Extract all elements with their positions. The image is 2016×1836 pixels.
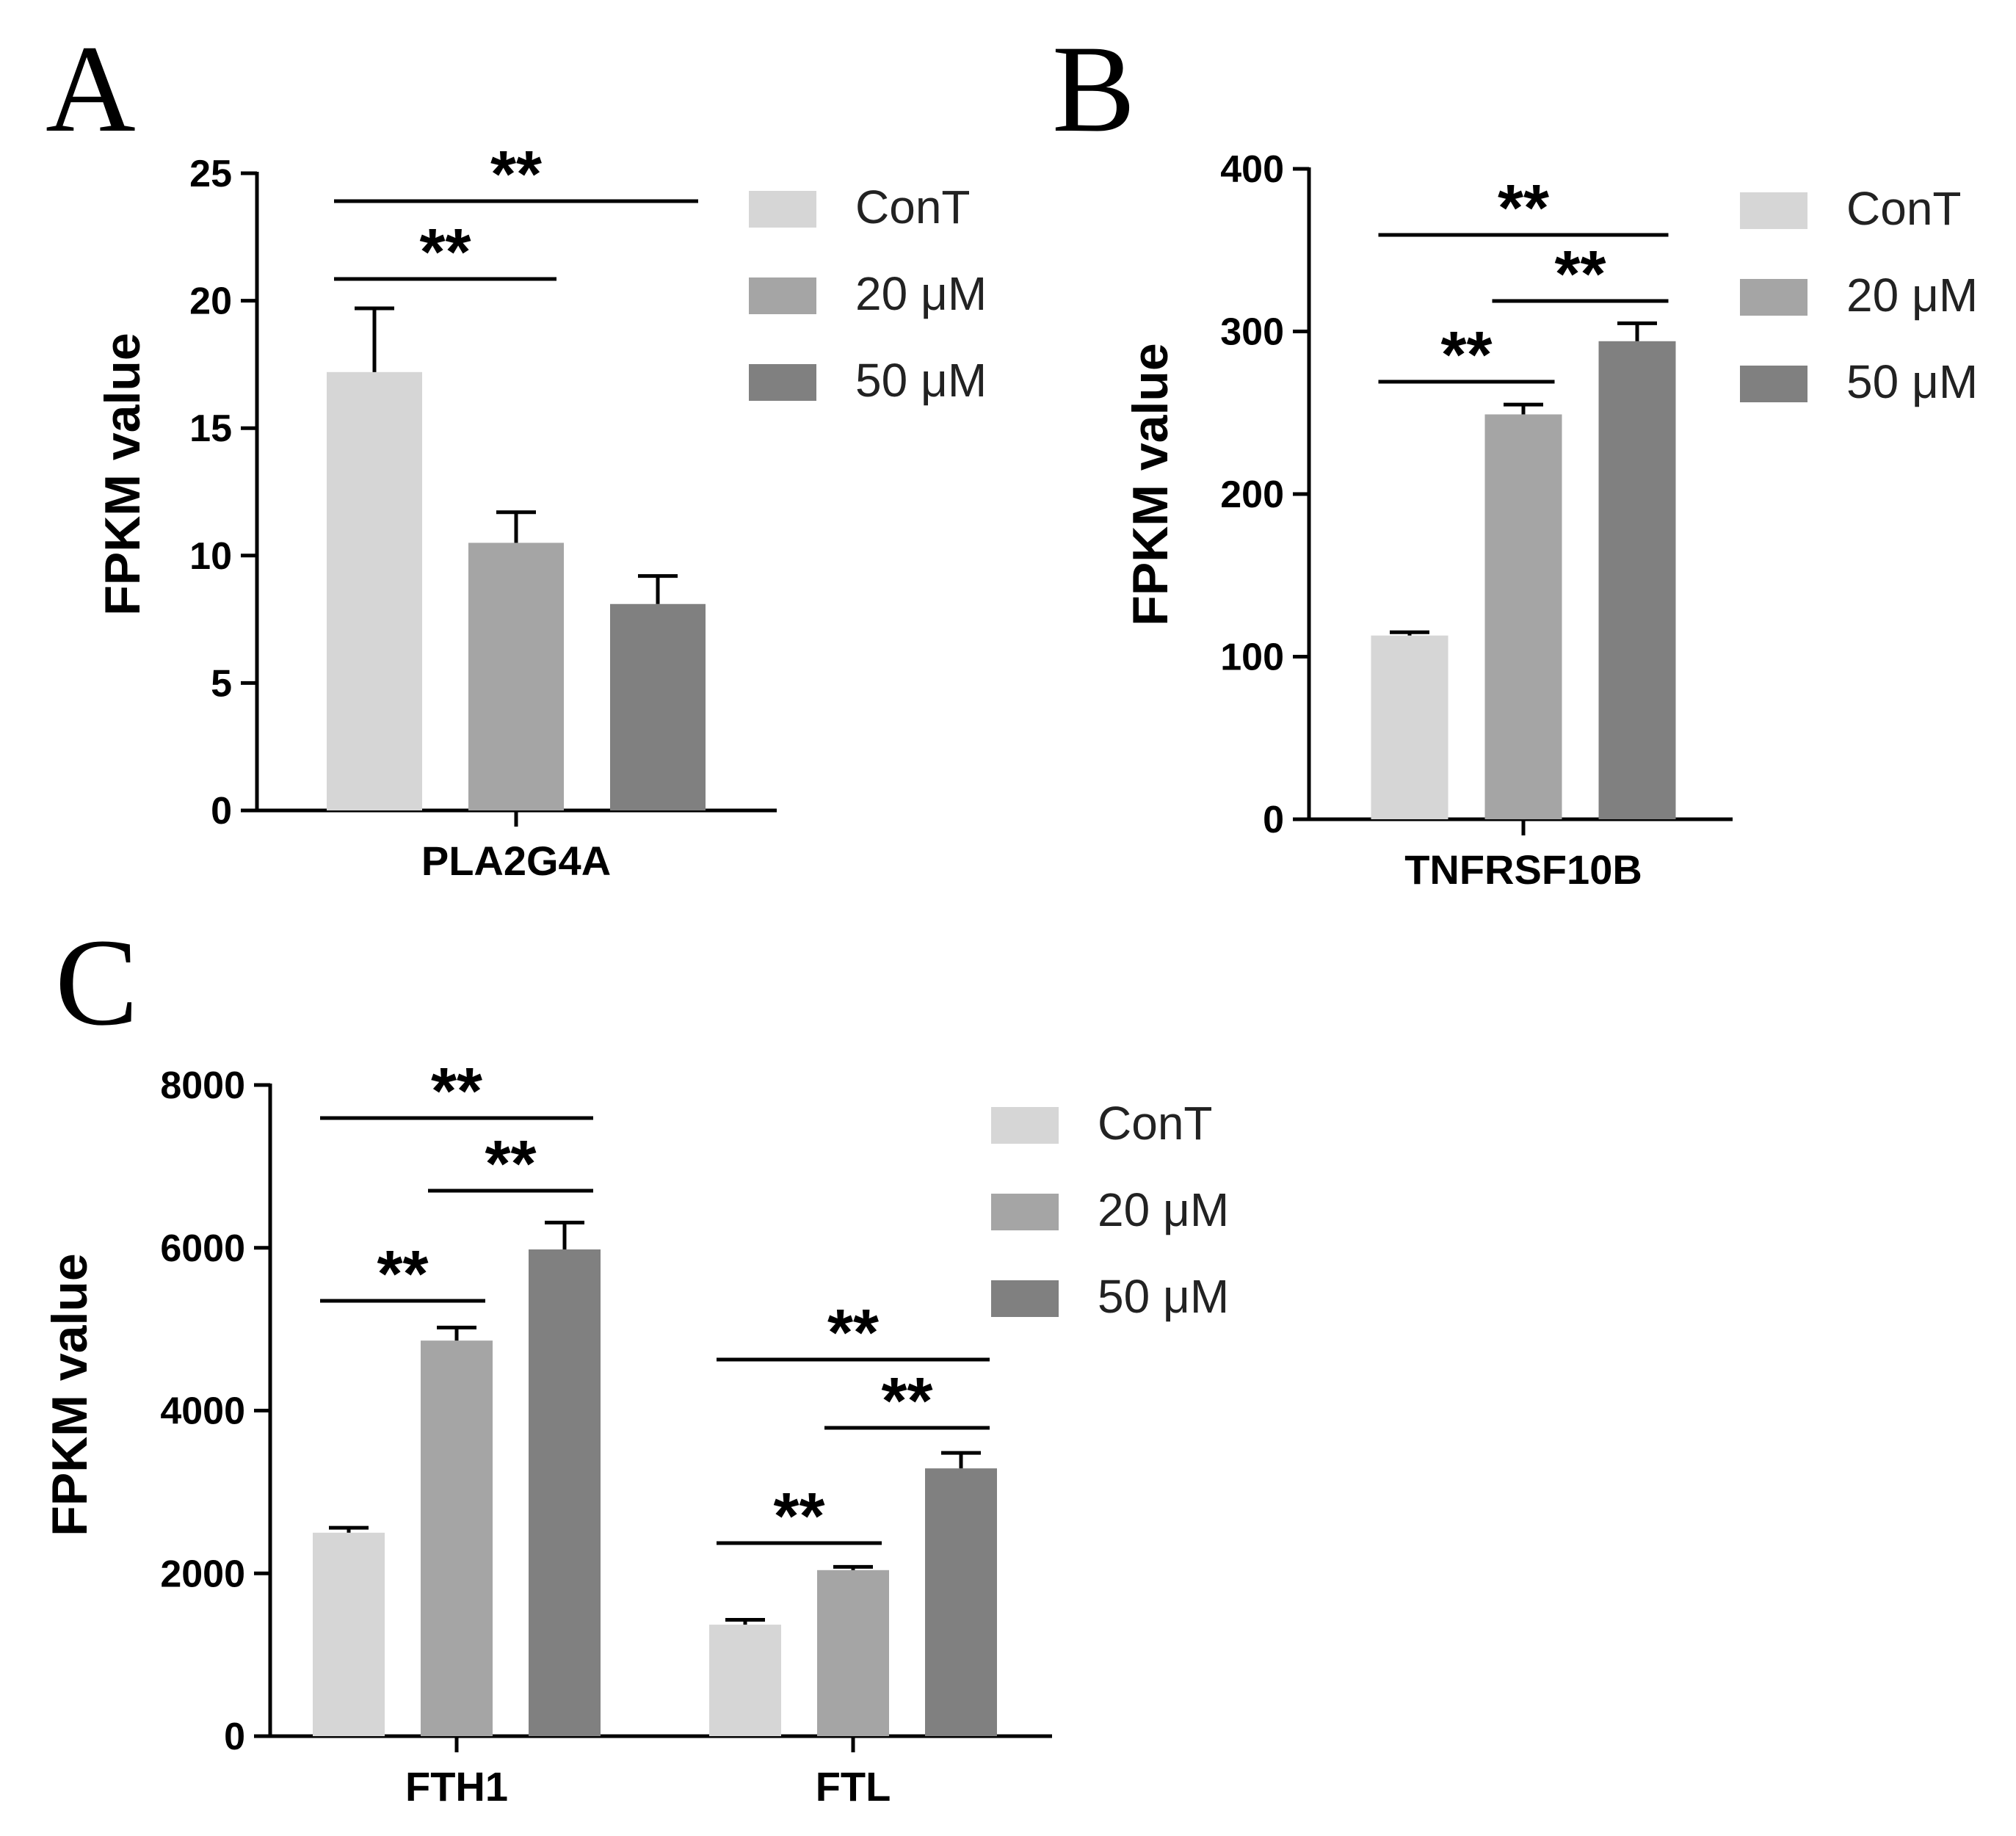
y-tick-label: 2000 [160,1553,245,1595]
legend-swatch [1740,279,1807,316]
y-axis-label-c: FPKM value [42,1253,98,1536]
legend-swatch [749,191,816,228]
legend-swatch [749,277,816,314]
bar [468,543,564,810]
bar [327,371,422,810]
bar [313,1532,385,1736]
legend-swatch [991,1194,1059,1230]
legend-label: 20 μM [1846,269,1978,322]
legend-label: ConT [1846,182,1962,235]
panel-a: A FPKM value 0 5 10 15 20 25 PLA2G4A ** ** ConT 2… [46,20,987,884]
bar [610,603,706,810]
legend-a: ConT 20 μM 50 μM [749,181,987,407]
significance-label: ** [1498,172,1549,245]
y-tick-label: 0 [211,790,232,832]
significance-label: ** [1554,238,1606,311]
bar [925,1468,997,1736]
significance-label: ** [431,1055,482,1128]
legend-label: 50 μM [855,354,987,407]
bar [1371,635,1448,819]
y-tick-label: 5 [211,662,232,705]
legend-label: 20 μM [855,267,987,320]
legend-c: ConT 20 μM 50 μM [991,1097,1229,1323]
legend-swatch [1740,192,1807,229]
legend-swatch [991,1107,1059,1144]
x-category-label: FTL [816,1763,891,1810]
y-tick-label: 15 [189,407,232,450]
y-tick-label: 4000 [160,1390,245,1433]
y-tick-label: 8000 [160,1064,245,1107]
significance-label: ** [773,1480,824,1553]
significance-label: ** [881,1365,932,1438]
significance-label: ** [419,216,471,289]
y-tick-label: 0 [224,1716,245,1758]
x-category-label: PLA2G4A [421,838,611,884]
legend-label: 50 μM [1846,355,1978,408]
x-category-label: TNFRSF10B [1404,846,1642,893]
significance-label: ** [377,1238,428,1311]
y-tick-label: 6000 [160,1227,245,1270]
bar [1484,414,1562,819]
significance-label: ** [490,138,542,211]
panel-letter-a: A [46,20,136,158]
y-tick-label: 0 [1263,799,1284,841]
y-tick-label: 10 [189,535,232,578]
y-axis-label-b: FPKM value [1123,343,1178,625]
y-tick-label: 300 [1220,311,1284,354]
significance-label: ** [1440,319,1492,392]
y-tick-label: 400 [1220,148,1284,191]
legend-swatch [1740,366,1807,402]
bar [709,1625,781,1736]
significance-label: ** [485,1128,536,1201]
bar [529,1249,601,1736]
y-axis-label-a: FPKM value [95,333,151,615]
x-category-label: FTH1 [405,1763,508,1810]
significance-label: ** [827,1296,879,1370]
panel-letter-b: B [1052,20,1135,158]
legend-b: ConT 20 μM 50 μM [1740,182,1978,408]
bar [1598,341,1676,819]
legend-label: 50 μM [1098,1270,1229,1323]
bar [421,1340,493,1736]
y-tick-label: 20 [189,280,232,323]
panel-b: B FPKM value 0100200300400TNFRSF10B*****… [1052,20,1978,893]
legend-label: ConT [855,181,971,233]
legend-label: 20 μM [1098,1183,1229,1236]
y-tick-label: 200 [1220,473,1284,516]
panel-letter-c: C [55,913,138,1051]
plot-area-a: 0 5 10 15 20 25 PLA2G4A ** ** [189,138,777,884]
legend-swatch [991,1280,1059,1317]
legend-swatch [749,364,816,401]
legend-label: ConT [1098,1097,1213,1150]
y-tick-label: 25 [189,153,232,195]
bar [817,1570,889,1736]
y-tick-label: 100 [1220,636,1284,679]
